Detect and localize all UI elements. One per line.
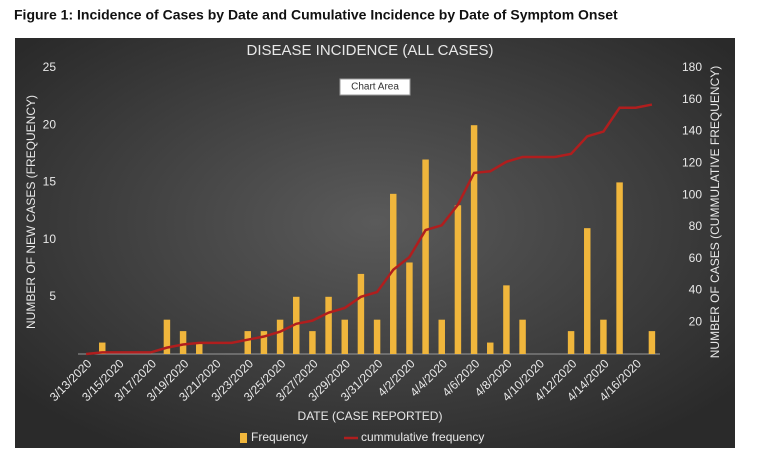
y2-tick-label: 80 [689, 219, 703, 233]
x-axis-label: DATE (CASE REPORTED) [298, 409, 443, 423]
figure-caption: Figure 1: Incidence of Cases by Date and… [14, 7, 618, 23]
bar [276, 319, 284, 354]
bar [373, 319, 381, 354]
y2-axis-label: NUMBER OF CASES (CUMMULATIVE FREQUENCY) [708, 66, 722, 358]
bar [244, 331, 251, 354]
line [85, 103, 653, 356]
bar [196, 342, 203, 354]
bar [325, 296, 332, 354]
bar [503, 285, 510, 354]
bar [438, 319, 445, 354]
bar [309, 331, 316, 354]
bar [341, 319, 348, 354]
legend-label: Frequency [251, 430, 308, 444]
chart-title: DISEASE INCIDENCE (ALL CASES) [246, 42, 493, 59]
y2-tick-label: 20 [689, 314, 703, 328]
chart-background [15, 38, 735, 448]
tooltip-box [339, 78, 411, 96]
legend-swatch [240, 433, 247, 443]
tooltip: Chart Area [351, 82, 399, 93]
bar [99, 342, 106, 354]
bar [584, 228, 591, 354]
y2-tick-label: 40 [689, 283, 703, 297]
bar [163, 319, 171, 354]
bar [600, 319, 607, 354]
bar [616, 182, 623, 354]
bar [390, 193, 397, 354]
bar [406, 262, 413, 354]
y-tick-label: 5 [49, 289, 56, 303]
y2-tick-label: 120 [682, 156, 702, 170]
bar [422, 159, 429, 354]
bar [293, 296, 300, 354]
bar [487, 342, 494, 354]
bar [519, 319, 526, 354]
y2-tick-label: 60 [689, 251, 703, 265]
bar [470, 125, 478, 354]
bar [260, 331, 268, 354]
y-axis-label: NUMBER OF NEW CASES (FREQUENCY) [24, 95, 38, 329]
y2-tick-label: 140 [682, 124, 702, 138]
legend-label: cummulative frequency [361, 430, 484, 444]
y2-tick-label: 180 [682, 60, 702, 74]
y2-tick-label: 100 [682, 187, 702, 201]
bar [454, 205, 462, 354]
bar [648, 331, 656, 354]
y-tick-label: 20 [43, 117, 57, 131]
bar [567, 331, 575, 354]
y2-tick-label: 160 [682, 92, 702, 106]
bar [179, 331, 187, 354]
y-tick-label: 15 [43, 175, 57, 189]
bar [357, 273, 365, 354]
y-tick-label: 10 [43, 232, 57, 246]
y-tick-label: 25 [43, 60, 57, 74]
